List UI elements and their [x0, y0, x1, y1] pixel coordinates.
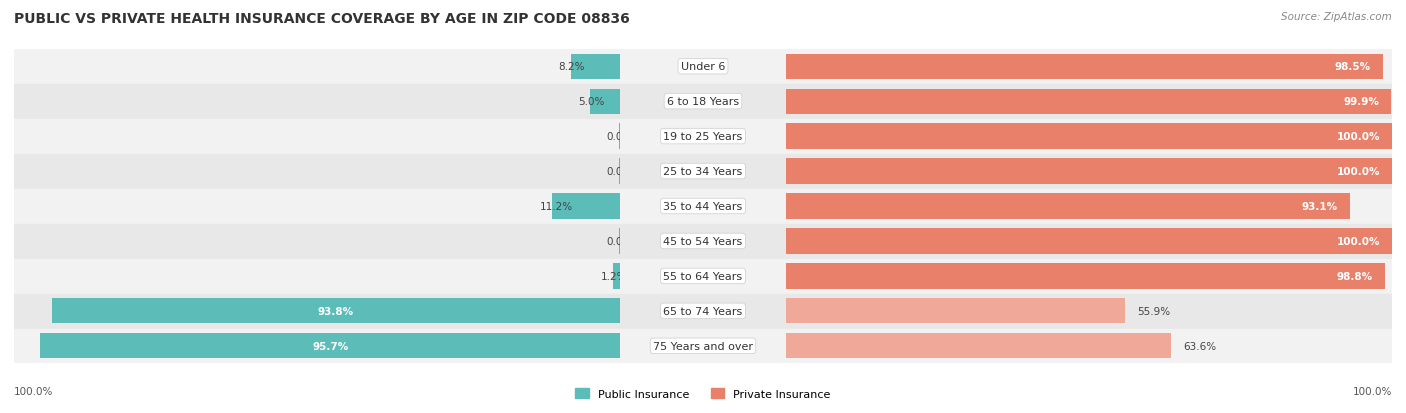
Bar: [620, 329, 786, 363]
Text: 95.7%: 95.7%: [312, 341, 349, 351]
Bar: [786, 159, 1392, 184]
Bar: [620, 155, 786, 189]
Bar: [619, 124, 620, 150]
Bar: [786, 120, 1392, 154]
Bar: [620, 224, 786, 258]
Bar: [786, 333, 1171, 358]
Bar: [613, 263, 620, 289]
Text: 99.9%: 99.9%: [1343, 97, 1379, 107]
Text: 25 to 34 Years: 25 to 34 Years: [664, 166, 742, 177]
Text: 5.0%: 5.0%: [578, 97, 605, 107]
Bar: [620, 259, 786, 293]
Bar: [14, 294, 620, 328]
Text: 98.5%: 98.5%: [1334, 62, 1371, 72]
Bar: [620, 120, 786, 154]
Text: 45 to 54 Years: 45 to 54 Years: [664, 236, 742, 247]
Text: 8.2%: 8.2%: [558, 62, 585, 72]
Bar: [14, 85, 620, 119]
Bar: [14, 155, 620, 189]
Bar: [620, 85, 786, 119]
Bar: [591, 89, 620, 114]
Bar: [14, 259, 620, 293]
Text: 0.0%: 0.0%: [606, 132, 633, 142]
Bar: [786, 263, 1385, 289]
Bar: [14, 120, 620, 154]
Bar: [786, 85, 1392, 119]
Text: 93.8%: 93.8%: [318, 306, 354, 316]
Bar: [786, 329, 1392, 363]
Text: 98.8%: 98.8%: [1337, 271, 1372, 281]
Text: 75 Years and over: 75 Years and over: [652, 341, 754, 351]
Text: 0.0%: 0.0%: [606, 236, 633, 247]
Text: Under 6: Under 6: [681, 62, 725, 72]
Bar: [786, 194, 1350, 219]
Bar: [786, 55, 1384, 80]
Text: 100.0%: 100.0%: [1336, 166, 1379, 177]
Bar: [52, 299, 620, 324]
Bar: [620, 294, 786, 328]
Text: 1.2%: 1.2%: [600, 271, 627, 281]
Bar: [619, 229, 620, 254]
Text: 11.2%: 11.2%: [540, 202, 574, 211]
Bar: [14, 224, 620, 258]
Text: 0.0%: 0.0%: [606, 166, 633, 177]
Bar: [786, 299, 1125, 324]
Bar: [786, 224, 1392, 258]
Text: 63.6%: 63.6%: [1184, 341, 1216, 351]
Text: PUBLIC VS PRIVATE HEALTH INSURANCE COVERAGE BY AGE IN ZIP CODE 08836: PUBLIC VS PRIVATE HEALTH INSURANCE COVER…: [14, 12, 630, 26]
Legend: Public Insurance, Private Insurance: Public Insurance, Private Insurance: [571, 384, 835, 404]
Text: 35 to 44 Years: 35 to 44 Years: [664, 202, 742, 211]
Bar: [786, 259, 1392, 293]
Text: Source: ZipAtlas.com: Source: ZipAtlas.com: [1281, 12, 1392, 22]
Text: 19 to 25 Years: 19 to 25 Years: [664, 132, 742, 142]
Bar: [786, 294, 1392, 328]
Bar: [786, 124, 1392, 150]
Bar: [786, 229, 1392, 254]
Text: 65 to 74 Years: 65 to 74 Years: [664, 306, 742, 316]
Bar: [620, 50, 786, 84]
Text: 100.0%: 100.0%: [1353, 387, 1392, 396]
Bar: [786, 89, 1392, 114]
Text: 6 to 18 Years: 6 to 18 Years: [666, 97, 740, 107]
Bar: [14, 329, 620, 363]
Bar: [620, 190, 786, 223]
Bar: [619, 159, 620, 184]
Text: 100.0%: 100.0%: [1336, 236, 1379, 247]
Text: 100.0%: 100.0%: [14, 387, 53, 396]
Text: 93.1%: 93.1%: [1302, 202, 1339, 211]
Bar: [14, 50, 620, 84]
Bar: [41, 333, 620, 358]
Bar: [553, 194, 620, 219]
Bar: [786, 50, 1392, 84]
Bar: [14, 190, 620, 223]
Bar: [786, 190, 1392, 223]
Text: 55.9%: 55.9%: [1136, 306, 1170, 316]
Text: 55 to 64 Years: 55 to 64 Years: [664, 271, 742, 281]
Text: 100.0%: 100.0%: [1336, 132, 1379, 142]
Bar: [571, 55, 620, 80]
Bar: [786, 155, 1392, 189]
